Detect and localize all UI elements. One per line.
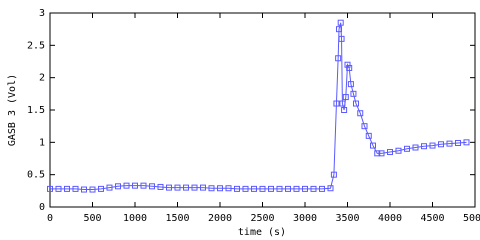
point-marker xyxy=(361,123,368,130)
y-tick-label: 0 xyxy=(39,202,45,213)
point-marker xyxy=(446,140,453,147)
point-marker xyxy=(357,110,364,117)
point-marker xyxy=(234,185,240,192)
x-tick-label: 3000 xyxy=(293,213,317,224)
point-marker xyxy=(327,185,334,192)
point-marker xyxy=(342,94,349,101)
point-marker xyxy=(242,185,249,192)
point-marker xyxy=(47,185,53,192)
point-marker xyxy=(335,55,342,62)
point-marker xyxy=(395,147,402,154)
point-marker xyxy=(183,184,189,191)
point-marker xyxy=(123,182,130,189)
point-marker xyxy=(72,185,79,192)
y-tick-label: 1.5 xyxy=(27,105,45,116)
x-tick-label: 3500 xyxy=(335,213,359,224)
point-marker xyxy=(421,143,427,150)
point-marker xyxy=(106,184,113,191)
point-marker xyxy=(341,107,348,113)
point-marker xyxy=(350,90,357,97)
plot-border xyxy=(49,12,476,208)
y-tick-label: 0.5 xyxy=(27,170,45,181)
point-marker xyxy=(310,185,317,192)
point-marker xyxy=(370,142,376,149)
x-tick-label: 1500 xyxy=(165,213,189,224)
point-marker xyxy=(200,184,206,191)
point-marker xyxy=(217,185,223,192)
point-marker xyxy=(89,186,96,193)
point-marker xyxy=(55,185,62,192)
point-marker xyxy=(225,185,232,192)
point-marker xyxy=(365,132,372,139)
point-marker xyxy=(429,142,436,149)
point-marker xyxy=(353,100,359,107)
point-marker xyxy=(404,145,410,152)
point-marker xyxy=(285,185,291,192)
point-marker xyxy=(81,186,87,193)
point-marker xyxy=(149,183,155,190)
point-marker xyxy=(64,185,70,192)
x-tick-label: 1000 xyxy=(123,213,147,224)
point-marker xyxy=(344,61,351,68)
point-marker xyxy=(208,185,215,192)
x-tick-label: 5000 xyxy=(463,213,480,224)
point-marker xyxy=(333,100,340,107)
x-tick-label: 4000 xyxy=(378,213,402,224)
point-marker xyxy=(132,182,138,189)
point-marker xyxy=(346,64,353,71)
x-tick-label: 2500 xyxy=(250,213,274,224)
point-marker xyxy=(293,185,300,192)
point-marker xyxy=(268,185,274,192)
point-marker xyxy=(115,183,121,190)
point-marker xyxy=(338,35,345,42)
point-marker xyxy=(319,185,325,192)
x-axis-label: time (s) xyxy=(238,227,286,238)
point-marker xyxy=(339,100,346,107)
series-line xyxy=(50,22,467,191)
point-marker xyxy=(347,81,354,88)
point-marker xyxy=(140,182,147,189)
point-marker xyxy=(463,139,470,146)
point-marker xyxy=(98,185,104,192)
x-tick-label: 2000 xyxy=(208,213,232,224)
x-tick-label: 500 xyxy=(83,213,101,224)
point-marker xyxy=(374,150,381,157)
point-marker xyxy=(438,141,444,148)
point-marker xyxy=(157,183,164,190)
point-marker xyxy=(337,19,344,26)
point-marker xyxy=(174,184,181,191)
x-tick-label: 4500 xyxy=(420,213,444,224)
point-marker xyxy=(387,149,393,156)
point-marker xyxy=(302,185,308,192)
y-tick-label: 1 xyxy=(39,137,45,148)
y-tick-label: 2 xyxy=(39,73,45,84)
point-marker xyxy=(412,144,419,151)
y-tick-label: 3 xyxy=(39,8,45,19)
point-marker xyxy=(330,171,337,178)
point-marker xyxy=(378,150,385,157)
point-marker xyxy=(276,185,283,192)
y-tick-label: 2.5 xyxy=(27,40,45,51)
y-axis-label: GASB 3 (Vol) xyxy=(7,74,18,146)
point-marker xyxy=(259,185,266,192)
point-marker xyxy=(251,185,257,192)
point-marker xyxy=(455,139,461,146)
point-marker xyxy=(191,184,198,191)
x-tick-label: 0 xyxy=(47,213,53,224)
point-marker xyxy=(166,184,172,191)
point-marker xyxy=(336,26,342,33)
